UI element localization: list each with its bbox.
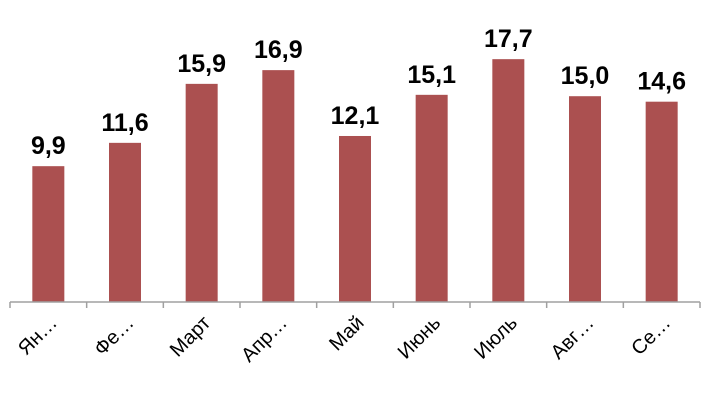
- category-label: Июнь: [394, 312, 446, 364]
- data-label: 15,1: [407, 61, 456, 89]
- bar: [185, 83, 218, 302]
- bar: [339, 135, 371, 302]
- data-label: 11,6: [101, 109, 148, 137]
- data-label: 14,6: [637, 68, 686, 96]
- data-label: 12,1: [331, 102, 380, 130]
- bar: [415, 94, 448, 302]
- x-axis: [9, 301, 701, 308]
- bars-layer: [32, 59, 678, 302]
- data-label: 15,0: [561, 62, 610, 90]
- bar: [32, 166, 65, 302]
- bar: [645, 101, 678, 302]
- category-label: Се…: [627, 312, 675, 360]
- category-label: Июль: [470, 312, 522, 364]
- category-label: Фе…: [90, 312, 138, 360]
- data-label: 16,9: [254, 36, 303, 64]
- bar: [109, 142, 141, 302]
- data-label: 17,7: [484, 25, 533, 53]
- category-label: Март: [166, 312, 215, 361]
- data-label: 9,9: [31, 132, 66, 160]
- data-label: 15,9: [177, 50, 226, 78]
- data-labels-layer: 9,9 11,6 15,9 16,9 12,1 15,1 17,7 15,0 14,6: [31, 25, 686, 160]
- category-label: Апр…: [237, 312, 292, 367]
- bar: [492, 59, 525, 302]
- category-label: Авг…: [547, 312, 599, 364]
- category-label: Ян…: [14, 312, 62, 360]
- category-label: Май: [325, 312, 368, 355]
- bar: [262, 70, 295, 302]
- bar: [569, 96, 601, 302]
- category-labels-layer: Ян… Фе… Март Апр… Май Июнь Июль Авг… Се…: [14, 312, 675, 367]
